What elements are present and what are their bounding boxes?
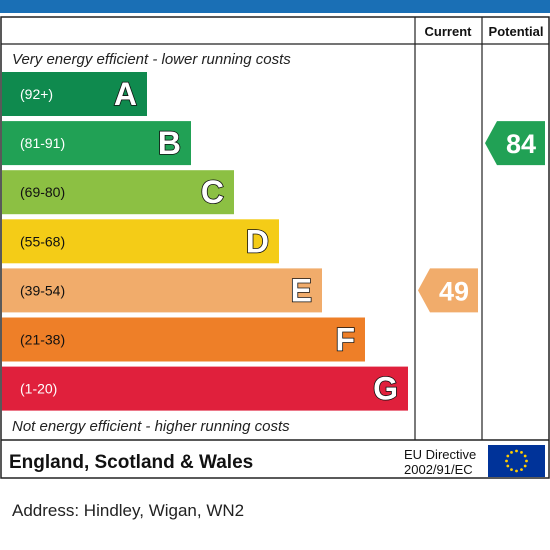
band-letter: D — [246, 223, 269, 259]
band-letter: F — [335, 322, 355, 358]
current-rating: 49 — [418, 268, 478, 313]
flag-star — [523, 464, 527, 468]
band-bar — [2, 170, 234, 215]
potential-rating-shape — [485, 121, 545, 166]
eu-flag-icon — [488, 445, 545, 477]
band-range-label: (81-91) — [20, 135, 65, 151]
band-e: (39-54) E — [2, 268, 322, 313]
band-c: (69-80) C — [2, 170, 234, 215]
directive-line-2: 2002/91/EC — [404, 462, 473, 477]
flag-star — [520, 450, 523, 454]
column-header-potential: Potential — [489, 24, 544, 39]
address-text: Address: Hindley, Wigan, WN2 — [12, 501, 245, 520]
current-rating-shape — [418, 268, 478, 313]
band-range-label: (92+) — [20, 86, 53, 102]
band-bar — [2, 268, 322, 313]
region-label: England, Scotland & Wales — [9, 452, 253, 473]
band-bar — [2, 317, 365, 362]
flag-star — [506, 464, 510, 468]
band-a: (92+) A — [2, 72, 147, 116]
band-letter: A — [114, 76, 137, 112]
potential-rating-value: 84 — [506, 129, 536, 159]
flag-star — [515, 469, 518, 473]
band-letter: C — [201, 174, 224, 210]
flag-star — [510, 450, 513, 454]
potential-rating: 84 — [485, 121, 545, 166]
top-caption: Very energy efficient - lower running co… — [12, 51, 291, 68]
band-range-label: (1-20) — [20, 381, 57, 397]
band-range-label: (55-68) — [20, 233, 65, 249]
current-rating-value: 49 — [439, 276, 469, 306]
chart-frame — [0, 16, 550, 479]
band-bar — [2, 72, 147, 116]
band-letter: B — [158, 125, 181, 161]
band-range-label: (39-54) — [20, 282, 65, 298]
directive-line-1: EU Directive — [404, 447, 476, 462]
band-bar — [2, 121, 191, 166]
band-g: (1-20) G — [2, 366, 408, 411]
band-d: (55-68) D — [2, 219, 279, 264]
flag-star — [523, 454, 527, 458]
flag-star — [525, 459, 528, 463]
band-f: (21-38) F — [2, 317, 365, 362]
band-bar — [2, 366, 408, 411]
flag-star — [506, 454, 510, 458]
band-letter: G — [373, 371, 398, 407]
flag-star — [520, 468, 523, 472]
bottom-caption: Not energy efficient - higher running co… — [12, 418, 290, 435]
band-range-label: (21-38) — [20, 332, 65, 348]
band-b: (81-91) B — [2, 121, 191, 166]
flag-star — [510, 468, 513, 472]
flag-star — [505, 459, 508, 463]
band-range-label: (69-80) — [20, 184, 65, 200]
energy-rating-chart: Current Potential Very energy efficient … — [0, 16, 550, 479]
title-bar — [0, 0, 550, 13]
flag-star — [515, 449, 518, 453]
band-bar — [2, 219, 279, 264]
band-letter: E — [291, 272, 312, 308]
column-header-current: Current — [425, 24, 473, 39]
